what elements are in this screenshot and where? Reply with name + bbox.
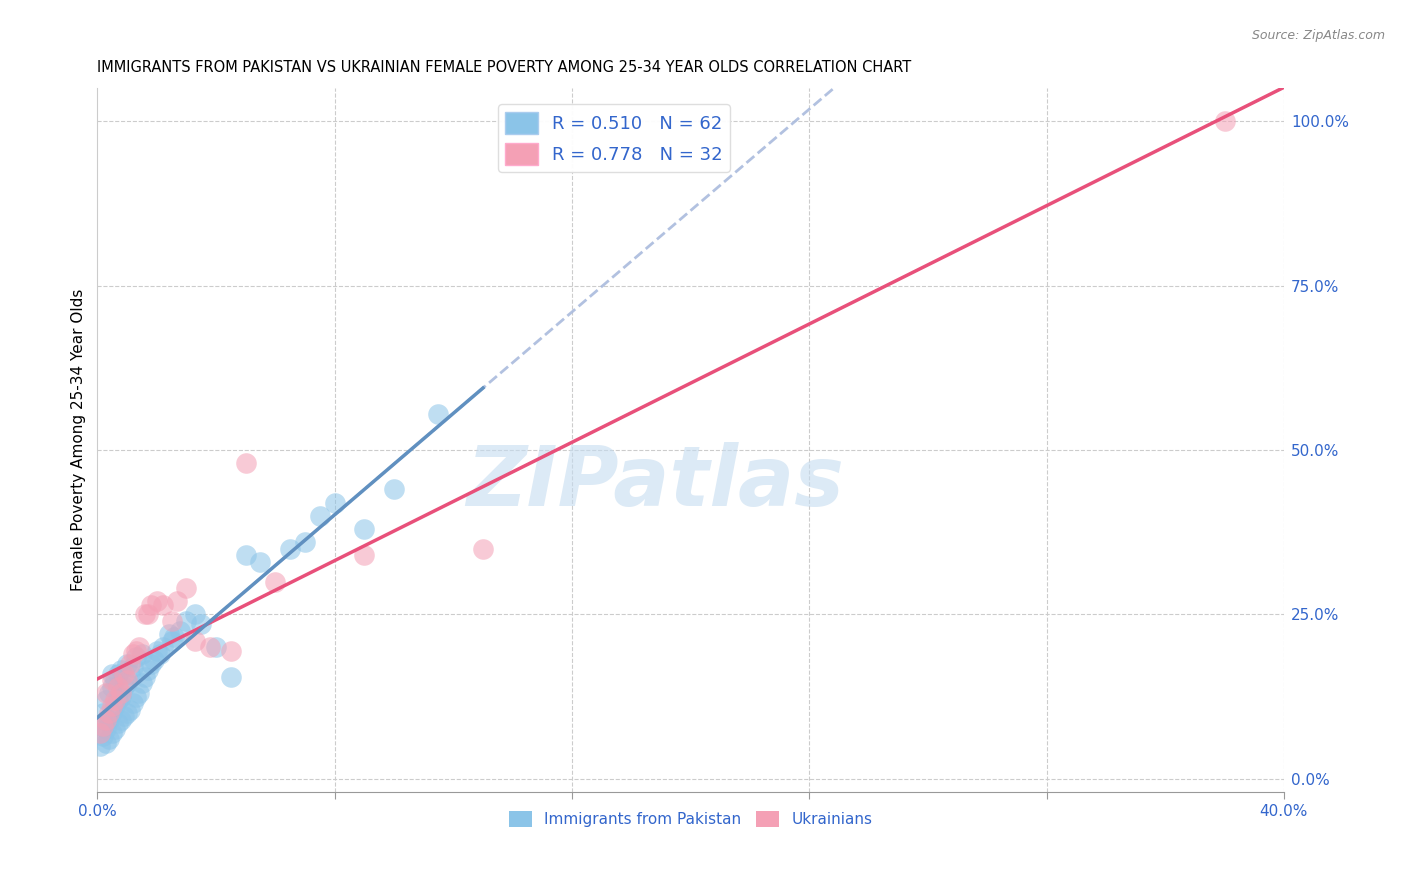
Point <box>101 725 124 739</box>
Point <box>98 686 121 700</box>
Point <box>122 647 145 661</box>
Point <box>190 617 212 632</box>
Point <box>110 713 132 727</box>
Point <box>160 633 183 648</box>
Point <box>157 627 180 641</box>
Point <box>134 670 156 684</box>
Point <box>128 640 150 655</box>
Point <box>184 633 207 648</box>
Point <box>134 607 156 622</box>
Point <box>112 666 135 681</box>
Point <box>118 703 141 717</box>
Point <box>125 650 148 665</box>
Point <box>136 607 159 622</box>
Point <box>149 647 172 661</box>
Point <box>125 643 148 657</box>
Text: IMMIGRANTS FROM PAKISTAN VS UKRAINIAN FEMALE POVERTY AMONG 25-34 YEAR OLDS CORRE: IMMIGRANTS FROM PAKISTAN VS UKRAINIAN FE… <box>97 60 911 75</box>
Point <box>110 690 132 704</box>
Point <box>96 686 118 700</box>
Point <box>235 548 257 562</box>
Point <box>115 673 138 688</box>
Point <box>98 713 121 727</box>
Point <box>472 541 495 556</box>
Point <box>152 598 174 612</box>
Text: Source: ZipAtlas.com: Source: ZipAtlas.com <box>1251 29 1385 43</box>
Point <box>353 522 375 536</box>
Point <box>91 729 114 743</box>
Point <box>145 643 167 657</box>
Point <box>101 673 124 688</box>
Point <box>131 647 153 661</box>
Point <box>128 686 150 700</box>
Point <box>107 693 129 707</box>
Point <box>160 614 183 628</box>
Point <box>142 653 165 667</box>
Point <box>96 693 118 707</box>
Point <box>353 548 375 562</box>
Point <box>219 670 242 684</box>
Point <box>152 640 174 655</box>
Legend: Immigrants from Pakistan, Ukrainians: Immigrants from Pakistan, Ukrainians <box>503 805 879 834</box>
Point <box>104 693 127 707</box>
Point <box>139 657 162 671</box>
Point <box>308 508 330 523</box>
Point <box>219 643 242 657</box>
Point <box>101 666 124 681</box>
Point <box>249 555 271 569</box>
Point <box>323 495 346 509</box>
Point <box>163 631 186 645</box>
Point <box>198 640 221 655</box>
Point <box>112 680 135 694</box>
Point <box>118 666 141 681</box>
Point <box>382 483 405 497</box>
Point <box>101 680 124 694</box>
Point <box>139 598 162 612</box>
Point <box>278 541 301 556</box>
Point <box>89 719 111 733</box>
Point <box>101 699 124 714</box>
Point <box>98 732 121 747</box>
Point <box>96 736 118 750</box>
Point <box>125 690 148 704</box>
Point <box>131 676 153 690</box>
Point <box>169 624 191 638</box>
Point <box>184 607 207 622</box>
Point <box>107 666 129 681</box>
Point <box>176 614 198 628</box>
Point <box>115 676 138 690</box>
Point <box>264 574 287 589</box>
Point <box>115 706 138 720</box>
Point <box>96 713 118 727</box>
Text: ZIPatlas: ZIPatlas <box>465 442 844 523</box>
Point <box>91 719 114 733</box>
Point <box>145 594 167 608</box>
Point <box>104 723 127 737</box>
Point <box>104 673 127 688</box>
Point <box>107 680 129 694</box>
Point <box>96 723 118 737</box>
Point <box>294 535 316 549</box>
Point <box>115 657 138 671</box>
Point <box>89 739 111 753</box>
Point <box>110 686 132 700</box>
Point <box>122 696 145 710</box>
Point <box>122 660 145 674</box>
Point <box>104 699 127 714</box>
Point <box>107 715 129 730</box>
Point <box>112 709 135 723</box>
Point <box>176 581 198 595</box>
Point <box>89 725 111 739</box>
Point <box>166 594 188 608</box>
Point <box>91 706 114 720</box>
Point <box>136 663 159 677</box>
Point <box>205 640 228 655</box>
Point <box>98 706 121 720</box>
Point <box>1213 114 1236 128</box>
Y-axis label: Female Poverty Among 25-34 Year Olds: Female Poverty Among 25-34 Year Olds <box>72 289 86 591</box>
Point <box>101 706 124 720</box>
Point <box>110 663 132 677</box>
Point <box>118 657 141 671</box>
Point <box>427 407 450 421</box>
Point <box>235 456 257 470</box>
